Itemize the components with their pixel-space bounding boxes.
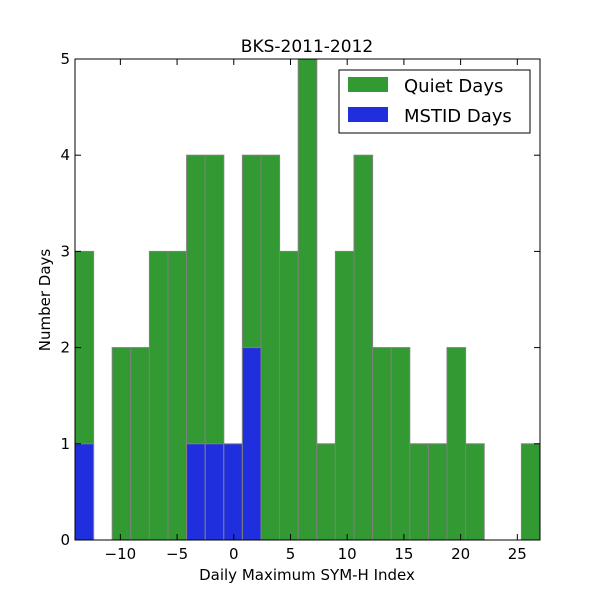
bars-layer (74, 58, 541, 541)
bar-quiet-days-12 (297, 58, 318, 541)
bar-quiet-days-14 (334, 250, 355, 541)
bar-quiet-days-16 (372, 347, 392, 541)
x-tick-label-0: −10 (105, 545, 137, 563)
bar-quiet-days-5 (167, 250, 188, 541)
legend-label-quiet-days: Quiet Days (404, 76, 503, 97)
chart-title: BKS-2011-2012 (241, 37, 373, 57)
bar-quiet-days-15 (353, 154, 374, 541)
x-axis-label: Daily Maximum SYM-H Index (199, 566, 415, 584)
y-tick-label-4: 4 (60, 146, 70, 164)
bar-mstid-days-7 (204, 443, 225, 541)
bar-quiet-days-20 (446, 347, 467, 541)
y-tick-label-1: 1 (60, 435, 70, 453)
bar-mstid-days-0 (74, 443, 95, 541)
y-tick-label-3: 3 (60, 242, 70, 260)
y-axis-label: Number Days (36, 249, 54, 352)
bar-quiet-days-3 (130, 347, 150, 541)
x-tick-label-3: 5 (286, 545, 296, 563)
y-tick-label-5: 5 (60, 50, 70, 68)
legend-swatch-quiet-days (348, 77, 388, 92)
x-tick-label-7: 25 (508, 545, 527, 563)
bar-quiet-days-17 (390, 347, 411, 541)
legend-swatch-mstid-days (348, 107, 388, 122)
bar-mstid-days-8 (223, 443, 243, 541)
legend: Quiet Days MSTID Days (338, 69, 531, 134)
bar-quiet-days-21 (465, 443, 485, 541)
bar-quiet-days-13 (316, 443, 336, 541)
bar-quiet-days-10 (260, 154, 281, 541)
x-tick-label-4: 10 (338, 545, 357, 563)
bar-quiet-days-18 (409, 443, 429, 541)
x-tick-label-2: 0 (229, 545, 239, 563)
x-tick-label-5: 15 (394, 545, 413, 563)
bar-quiet-days-4 (148, 250, 169, 541)
legend-label-mstid-days: MSTID Days (404, 106, 512, 127)
x-tick-label-1: −5 (166, 545, 188, 563)
y-tick-label-2: 2 (60, 339, 70, 357)
bar-mstid-days-9 (241, 347, 262, 541)
y-tick-label-0: 0 (60, 531, 70, 549)
x-axis-ticks: −10 −5 0 5 10 15 20 25 (105, 59, 527, 563)
axes-frame (74, 58, 541, 541)
x-tick-label-6: 20 (451, 545, 470, 563)
bar-quiet-days-24 (520, 443, 541, 541)
y-axis-ticks: 0 1 2 3 4 5 (60, 50, 540, 549)
bar-quiet-days-19 (427, 443, 448, 541)
bar-quiet-days-11 (279, 250, 299, 541)
bar-quiet-days-2 (111, 347, 132, 541)
bar-mstid-days-6 (186, 443, 206, 541)
